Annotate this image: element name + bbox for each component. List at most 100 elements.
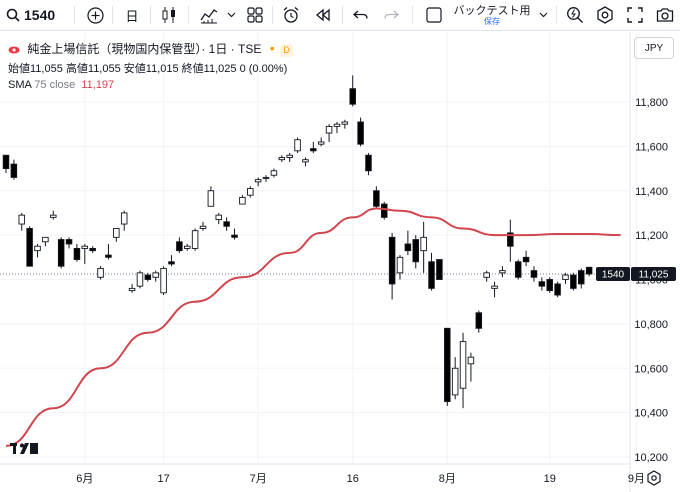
high-label: 高値 [65, 63, 88, 75]
indicators-dropdown[interactable] [224, 0, 238, 30]
candle-up [160, 267, 167, 294]
candle-down [577, 270, 585, 285]
candle-down [105, 254, 112, 258]
chart-type-button[interactable] [158, 0, 180, 30]
open-value: 11,055 [30, 63, 63, 75]
low-value: 11,015 [145, 63, 179, 75]
price-tick-label: 11,200 [635, 230, 668, 242]
layout-dropdown[interactable] [536, 0, 550, 30]
candle-down [428, 261, 435, 289]
logo-part [13, 443, 16, 454]
logo-part [30, 443, 38, 454]
rewind-icon [315, 8, 330, 22]
candle-up [254, 179, 262, 183]
candle-up [199, 225, 207, 229]
candle-down [530, 270, 538, 278]
chevron-down-icon [539, 12, 547, 18]
candle-down [475, 312, 483, 329]
backtest-layout-name[interactable]: バックテスト用 保存 [450, 0, 534, 30]
candle-down [349, 88, 356, 105]
compare-symbol-button[interactable] [84, 0, 106, 30]
candle-up [191, 230, 199, 249]
candle-up [136, 272, 144, 287]
candle-up [278, 157, 286, 161]
candle-up [81, 245, 89, 249]
candle-down [26, 228, 33, 267]
sma-legend-row[interactable]: SMA 75 close 11,197 [8, 79, 114, 91]
toolbar-divider [188, 6, 189, 24]
axis-settings-icon[interactable] [647, 470, 661, 486]
snapshot-button[interactable] [654, 0, 676, 30]
low-label: 安値 [123, 63, 146, 75]
indicators-button[interactable] [197, 0, 221, 30]
currency-button[interactable]: JPY [634, 37, 674, 59]
candle-up [333, 123, 341, 127]
backtest-label: バックテスト用 [453, 4, 531, 17]
instrument-title: 純金上場信託（現物国内保管型）· 1日 · TSE [27, 42, 262, 56]
alert-button[interactable] [280, 0, 302, 30]
symbol-label: 1540 [24, 7, 56, 23]
candle-down [388, 236, 396, 285]
sma-params: 75 close [34, 79, 76, 91]
candle-down [412, 239, 420, 263]
candle-down [10, 163, 18, 178]
candle-down [65, 239, 73, 245]
candle-up [459, 341, 467, 389]
grid-layout-icon [247, 7, 263, 23]
symbol-search-button[interactable]: 1540 [6, 0, 68, 30]
candle-down [231, 234, 238, 238]
toolbar-divider [150, 6, 151, 24]
undo-button[interactable] [350, 0, 372, 30]
candle-up [34, 245, 41, 252]
toolbar-divider [272, 6, 273, 24]
fullscreen-button[interactable] [624, 0, 646, 30]
price-tick-label: 11,400 [635, 186, 668, 198]
candle-down [89, 247, 96, 252]
chevron-down-icon [227, 12, 235, 18]
candle-down [514, 261, 522, 278]
candle-up [239, 196, 246, 205]
candle-up [247, 188, 254, 196]
ohlc-row: 始値11,055 高値11,055 安値11,015 終値11,025 0 (0… [8, 60, 287, 76]
price-tick-label: 10,600 [634, 363, 668, 375]
candle-down [554, 283, 561, 296]
sma-value: 11,197 [81, 79, 115, 91]
candle-down [522, 256, 530, 263]
symbol-price-tag: 1540 [596, 266, 630, 281]
logo-part [20, 443, 29, 454]
candle-up [42, 236, 49, 243]
plus-circle-icon [86, 6, 104, 24]
candle-down [373, 190, 380, 207]
candle-down [357, 121, 364, 145]
eye-icon[interactable] [8, 43, 20, 57]
search-bolt-icon [567, 7, 583, 23]
quick-search-button[interactable] [564, 0, 586, 30]
logo-part [20, 443, 24, 448]
candle-down [546, 279, 553, 292]
candle-down [507, 232, 514, 247]
undo-icon [353, 10, 368, 19]
candle-up [317, 141, 325, 145]
candle-down [57, 239, 65, 267]
backtest-checkbox[interactable] [424, 0, 444, 30]
candle-up [483, 272, 490, 278]
alarm-clock-icon [283, 7, 299, 23]
legend-title-row: 純金上場信託（現物国内保管型）· 1日 · TSE • D [8, 40, 293, 57]
replay-button[interactable] [312, 0, 334, 30]
interval-button[interactable]: 日 [125, 8, 139, 24]
price-tick-label: 10,800 [634, 319, 668, 331]
candle-up [152, 272, 159, 278]
toolbar-divider [342, 6, 343, 24]
candle-down [223, 221, 230, 227]
candle-up [286, 154, 293, 158]
redo-button[interactable] [380, 0, 402, 30]
layout-button[interactable] [244, 0, 266, 30]
checkbox-icon [426, 7, 442, 23]
candle-up [120, 212, 128, 225]
settings-button[interactable] [594, 0, 616, 30]
candle-up [183, 245, 191, 249]
price-tick-label: 10,200 [634, 452, 668, 464]
candle-down [444, 327, 451, 402]
tradingview-logo[interactable] [10, 443, 38, 454]
